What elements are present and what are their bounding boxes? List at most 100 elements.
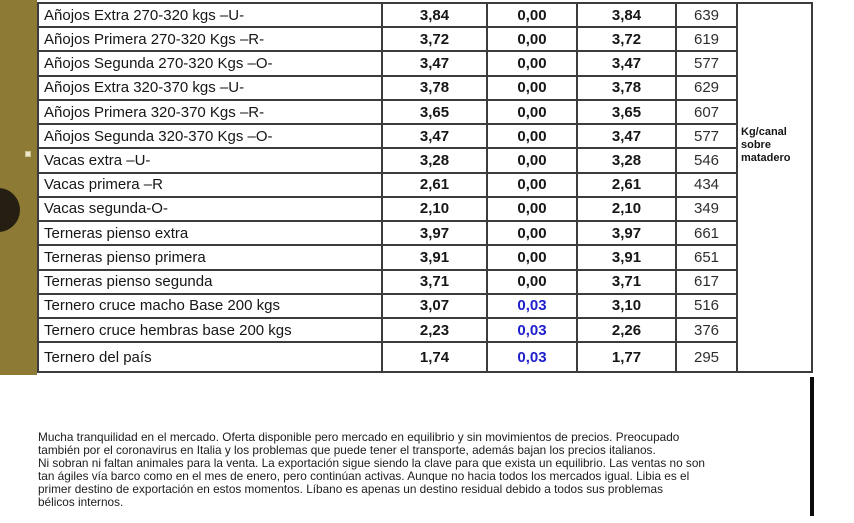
change-cell: 0,03 (488, 319, 578, 342)
commentary-text: Ni sobran ni faltan animales para la ven… (38, 456, 705, 471)
commentary-line: Ni sobran ni faltan animales para la ven… (38, 457, 828, 470)
category-cell: Añojos Segunda 320-370 Kgs –O- (39, 125, 383, 148)
table-row: Añojos Primera 270-320 Kgs –R- 3,72 0,00… (39, 28, 736, 53)
total-price-cell: 3,71 (578, 270, 677, 293)
total-price-cell: 3,84 (578, 4, 677, 27)
square-bullet (25, 151, 31, 157)
category-cell: Vacas segunda-O- (39, 197, 383, 221)
category-cell: Ternero cruce macho Base 200 kgs (39, 294, 383, 318)
change-cell: 0,00 (488, 270, 578, 293)
kg-value-cell: 619 (693, 30, 720, 48)
change-cell: 0,03 (488, 343, 578, 372)
price-cell: 2,23 (383, 319, 488, 342)
price-cell: 3,65 (383, 100, 488, 124)
total-price-cell: 2,26 (578, 319, 677, 342)
change-cell: 0,00 (488, 125, 578, 148)
total-price-cell: 3,47 (578, 125, 677, 148)
total-price-cell: 2,61 (578, 173, 677, 196)
kg-value-cell: 651 (693, 248, 720, 266)
commentary-text: tan ágiles vía barco como en el mes de e… (38, 469, 690, 484)
category-cell: Ternero del país (39, 343, 383, 372)
commentary-text: primer destino de exportación en estos m… (38, 482, 663, 497)
kg-value-cell: 516 (693, 297, 720, 315)
commentary-text: también por el coronavirus en Italia y l… (38, 443, 656, 458)
commentary-text: Mucha tranquilidad en el mercado. Oferta… (38, 430, 680, 444)
table-row: Vacas segunda-O- 2,10 0,00 2,10 349 (39, 197, 736, 223)
kg-value-cell: 607 (693, 103, 720, 121)
category-cell: Añojos Primera 270-320 Kgs –R- (39, 28, 383, 51)
price-cell: 2,10 (383, 197, 488, 221)
category-cell: Terneras pienso primera (39, 246, 383, 269)
total-price-cell: 3,28 (578, 149, 677, 172)
kg-value-cell: 349 (693, 200, 720, 218)
kg-value-cell: 577 (693, 127, 720, 145)
total-price-cell: 1,77 (578, 343, 677, 372)
price-cell: 1,74 (383, 343, 488, 372)
total-price-cell: 3,72 (578, 28, 677, 51)
table-row: Terneras pienso primera 3,91 0,00 3,91 6… (39, 246, 736, 271)
table-row: Vacas extra –U- 3,28 0,00 3,28 546 (39, 149, 736, 174)
change-cell: 0,00 (488, 4, 578, 27)
change-cell: 0,00 (488, 28, 578, 51)
kg-value-cell: 617 (693, 273, 720, 291)
price-cell: 3,71 (383, 270, 488, 293)
price-table: Añojos Extra 270-320 kgs –U- 3,84 0,00 3… (37, 2, 738, 373)
circle-decoration (0, 188, 20, 232)
commentary-line: primer destino de exportación en estos m… (38, 483, 828, 496)
kg-value-cell: 629 (693, 79, 720, 97)
table-row: Añojos Extra 270-320 kgs –U- 3,84 0,00 3… (39, 4, 736, 29)
price-cell: 3,97 (383, 222, 488, 245)
category-cell: Añojos Extra 270-320 kgs –U- (39, 4, 383, 27)
market-commentary: Mucha tranquilidad en el mercado. Oferta… (38, 430, 828, 510)
total-price-cell: 3,78 (578, 76, 677, 99)
commentary-text: bélicos internos. (38, 495, 124, 510)
price-cell: 3,47 (383, 52, 488, 75)
change-cell: 0,00 (488, 76, 578, 99)
change-cell: 0,00 (488, 197, 578, 221)
change-cell: 0,00 (488, 52, 578, 75)
price-cell: 3,78 (383, 76, 488, 99)
change-cell: 0,00 (488, 100, 578, 124)
commentary-line: bélicos internos. (38, 496, 828, 509)
total-price-cell: 3,10 (578, 294, 677, 318)
kg-value-cell: 661 (693, 224, 720, 242)
category-cell: Terneras pienso extra (39, 222, 383, 245)
kg-value-cell: 376 (693, 321, 720, 339)
change-cell: 0,00 (488, 246, 578, 269)
commentary-line: también por el coronavirus en Italia y l… (38, 444, 828, 457)
price-cell: 3,84 (383, 4, 488, 27)
category-cell: Ternero cruce hembras base 200 kgs (39, 319, 383, 342)
commentary-line: tan ágiles vía barco como en el mes de e… (38, 470, 828, 483)
table-row: Añojos Segunda 270-320 Kgs –O- 3,47 0,00… (39, 52, 736, 77)
table-row: Ternero cruce hembras base 200 kgs 2,23 … (39, 319, 736, 344)
table-row: Terneras pienso segunda 3,71 0,00 3,71 6… (39, 270, 736, 295)
total-price-cell: 3,91 (578, 246, 677, 269)
vertical-divider (810, 377, 814, 516)
price-cell: 3,07 (383, 294, 488, 318)
kg-value-cell: 434 (693, 176, 720, 194)
change-cell: 0,00 (488, 222, 578, 245)
price-cell: 3,72 (383, 28, 488, 51)
category-cell: Vacas primera –R (39, 173, 383, 196)
table-row: Ternero del país 1,74 0,03 1,77 295 (39, 343, 736, 372)
kg-value-cell: 639 (693, 6, 720, 24)
kg-value-cell: 546 (693, 152, 720, 170)
total-price-cell: 3,97 (578, 222, 677, 245)
table-row: Añojos Primera 320-370 Kgs –R- 3,65 0,00… (39, 100, 736, 126)
change-cell: 0,00 (488, 149, 578, 172)
total-price-cell: 3,65 (578, 100, 677, 124)
table-row: Añojos Extra 320-370 kgs –U- 3,78 0,00 3… (39, 76, 736, 101)
change-cell: 0,00 (488, 173, 578, 196)
kg-value-cell: 295 (693, 348, 720, 366)
price-cell: 3,28 (383, 149, 488, 172)
category-cell: Vacas extra –U- (39, 149, 383, 172)
change-cell: 0,03 (488, 294, 578, 318)
category-cell: Añojos Extra 320-370 kgs –U- (39, 76, 383, 99)
category-cell: Terneras pienso segunda (39, 270, 383, 293)
total-price-cell: 3,47 (578, 52, 677, 75)
price-cell: 3,47 (383, 125, 488, 148)
table-row: Terneras pienso extra 3,97 0,00 3,97 661 (39, 222, 736, 247)
total-price-cell: 2,10 (578, 197, 677, 221)
slide-edge-band (0, 0, 37, 375)
